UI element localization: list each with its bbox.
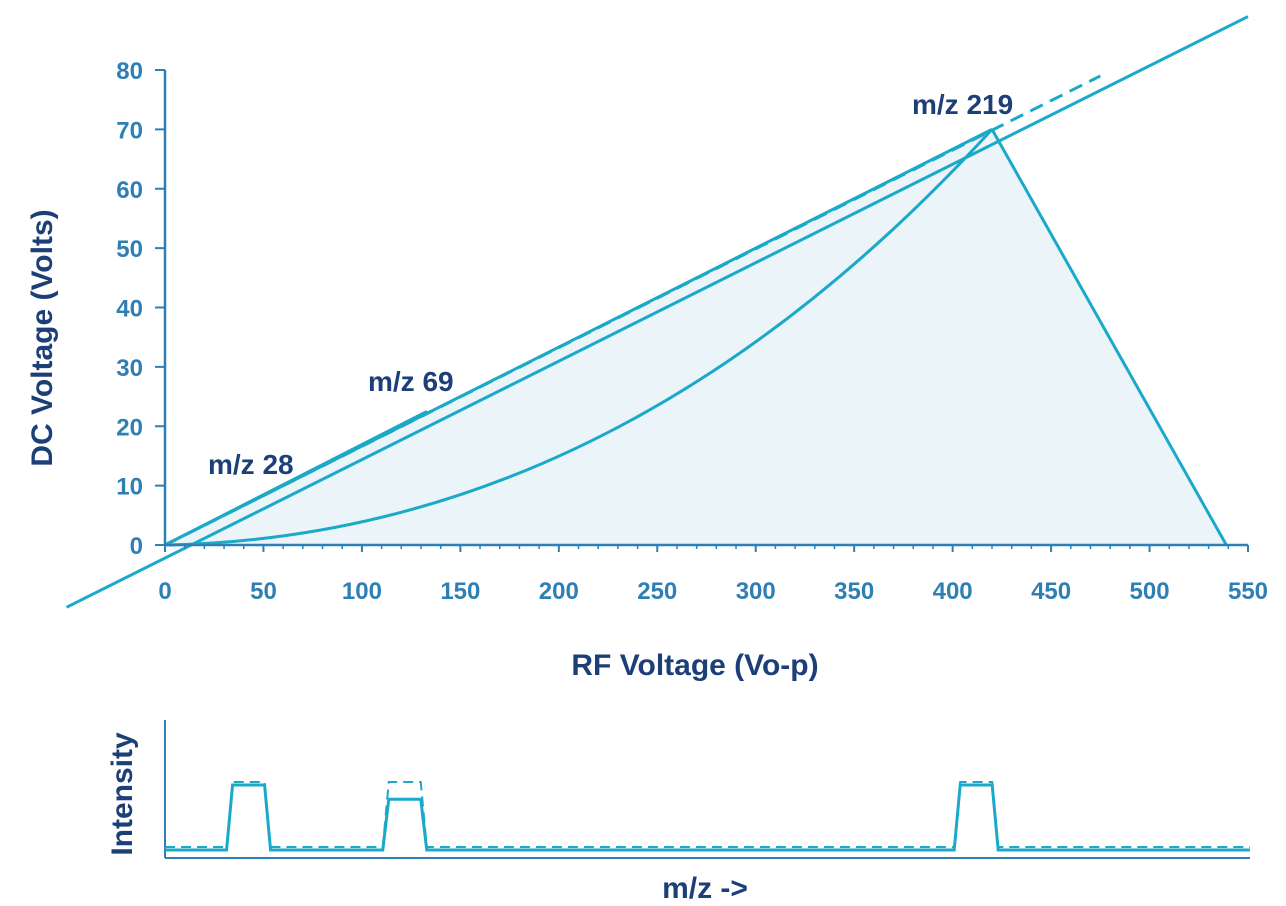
x-tick-label: 0 bbox=[158, 578, 171, 605]
y-tick-label: 80 bbox=[116, 58, 143, 85]
peak-label-mz28: m/z 28 bbox=[208, 449, 294, 480]
spectrum-y-axis-title: Intensity bbox=[106, 732, 139, 856]
mass-spectrum bbox=[164, 720, 1250, 859]
peak-label-mz219: m/z 219 bbox=[912, 89, 1013, 120]
y-tick-label: 40 bbox=[116, 296, 143, 323]
scan-line-dashed bbox=[164, 74, 1101, 547]
scan-line-solid bbox=[65, 15, 1249, 609]
region-right-edge-3 bbox=[990, 128, 1228, 546]
x-tick-label: 200 bbox=[539, 578, 579, 605]
y-axis-title: DC Voltage (Volts) bbox=[26, 209, 59, 466]
y-tick-label: 70 bbox=[116, 117, 143, 144]
x-tick-label: 150 bbox=[440, 578, 480, 605]
peak-label-mz69: m/z 69 bbox=[368, 366, 454, 397]
x-tick-label: 100 bbox=[342, 578, 382, 605]
x-tick-label: 350 bbox=[834, 578, 874, 605]
x-tick-label: 400 bbox=[933, 578, 973, 605]
region-fill-3 bbox=[165, 129, 1227, 545]
tick-labels: 0 50 100 150 200 250 300 350 400 450 500 550 0 10 20 30… bbox=[116, 58, 1268, 605]
scan-lines bbox=[65, 15, 1249, 609]
region-lower-curve-3 bbox=[164, 128, 994, 547]
x-tick-label: 250 bbox=[637, 578, 677, 605]
y-tick-label: 60 bbox=[116, 177, 143, 204]
y-tick-label: 20 bbox=[116, 414, 143, 441]
x-tick-label: 450 bbox=[1031, 578, 1071, 605]
x-tick-label: 550 bbox=[1228, 578, 1268, 605]
y-tick-label: 30 bbox=[116, 355, 143, 382]
x-tick-label: 300 bbox=[736, 578, 776, 605]
spectrum-x-axis-title: m/z -> bbox=[662, 872, 748, 905]
stability-regions bbox=[164, 128, 1228, 547]
spectrum-trace-dashed bbox=[165, 781, 1250, 848]
x-tick-label: 50 bbox=[250, 578, 277, 605]
spectrum-trace-solid bbox=[165, 783, 1250, 852]
x-tick-label: 500 bbox=[1130, 578, 1170, 605]
y-tick-label: 0 bbox=[130, 533, 143, 560]
x-axis-title: RF Voltage (Vo-p) bbox=[571, 649, 818, 682]
y-tick-label: 10 bbox=[116, 474, 143, 501]
y-tick-label: 50 bbox=[116, 236, 143, 263]
